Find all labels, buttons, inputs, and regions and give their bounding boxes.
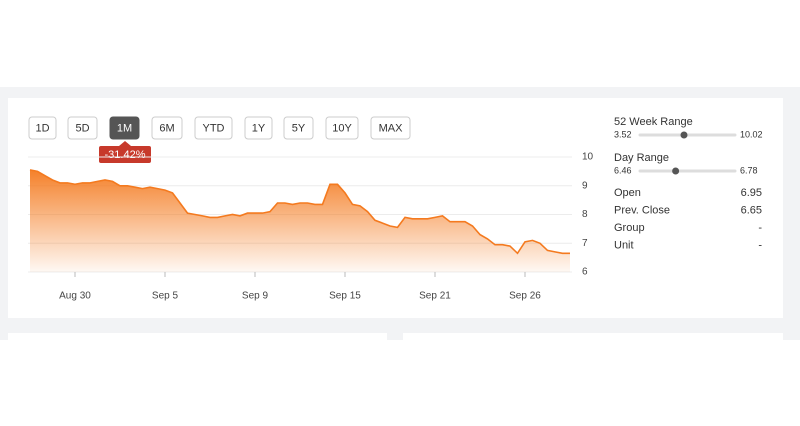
y-tick-label: 9 (582, 180, 588, 191)
range-button[interactable] (109, 116, 140, 140)
change-badge-label: -31.42% (105, 149, 146, 161)
range-button[interactable] (194, 116, 233, 140)
card (403, 333, 783, 426)
range-button[interactable] (151, 116, 183, 140)
stat-value: 6.65 (741, 204, 762, 216)
stat-label: Open (614, 187, 641, 199)
price-area (30, 169, 570, 272)
price-line (29, 169, 570, 255)
range-button-label[interactable]: 1D (35, 122, 49, 134)
x-tick-label: Sep 5 (152, 291, 179, 302)
range-title: 52 Week Range (614, 116, 693, 128)
range-button[interactable] (244, 116, 273, 140)
range-marker (680, 131, 688, 139)
y-tick-label: 7 (582, 238, 588, 249)
stat-label: Prev. Close (614, 204, 670, 216)
range-button-label[interactable]: 10Y (332, 122, 352, 134)
range-button-label[interactable]: 5Y (292, 122, 306, 134)
card (8, 333, 387, 426)
range-button-label[interactable]: MAX (379, 122, 404, 134)
range-button-label[interactable]: 6M (159, 122, 174, 134)
stat-value: - (758, 222, 762, 234)
range-button-label[interactable]: 1M (117, 122, 132, 134)
y-tick-label: 10 (582, 152, 594, 163)
badge-pointer (119, 141, 131, 146)
range-button[interactable] (325, 116, 359, 140)
range-high: 6.78 (740, 165, 758, 175)
x-tick-label: Aug 30 (59, 291, 91, 302)
range-button[interactable] (28, 116, 57, 140)
range-button-label[interactable]: 5D (75, 122, 89, 134)
stat-label: Group (614, 222, 645, 234)
x-tick-label: Sep 15 (329, 291, 361, 302)
range-marker (672, 167, 680, 175)
range-title: Day Range (614, 152, 669, 164)
range-button-label[interactable]: YTD (203, 122, 225, 134)
y-tick-label: 6 (582, 267, 588, 278)
range-button[interactable] (370, 116, 411, 140)
y-tick-label: 8 (582, 209, 588, 220)
stat-value: 6.95 (741, 187, 762, 199)
range-button[interactable] (283, 116, 314, 140)
range-button[interactable] (67, 116, 98, 140)
range-button-label[interactable]: 1Y (252, 122, 266, 134)
x-tick-label: Sep 9 (242, 291, 269, 302)
stat-label: Unit (614, 239, 634, 251)
range-low: 3.52 (614, 129, 632, 139)
range-high: 10.02 (740, 129, 763, 139)
range-low: 6.46 (614, 165, 632, 175)
x-tick-label: Sep 21 (419, 291, 451, 302)
x-tick-label: Sep 26 (509, 291, 541, 302)
change-badge (99, 146, 151, 163)
stat-value: - (758, 239, 762, 251)
